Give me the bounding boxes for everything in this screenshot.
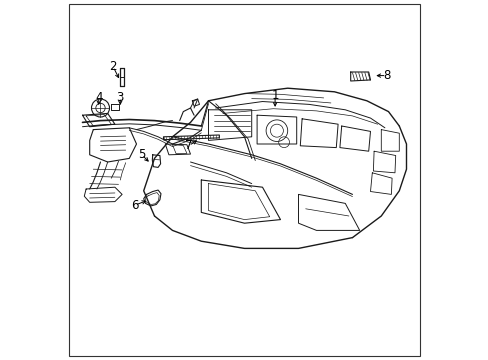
Text: 1: 1 — [271, 89, 278, 102]
Text: 4: 4 — [95, 91, 102, 104]
Text: 3: 3 — [116, 91, 124, 104]
Text: 7: 7 — [184, 139, 192, 152]
Text: 6: 6 — [131, 199, 138, 212]
Text: 5: 5 — [138, 148, 145, 161]
Text: 8: 8 — [382, 69, 389, 82]
Text: 2: 2 — [109, 60, 117, 73]
